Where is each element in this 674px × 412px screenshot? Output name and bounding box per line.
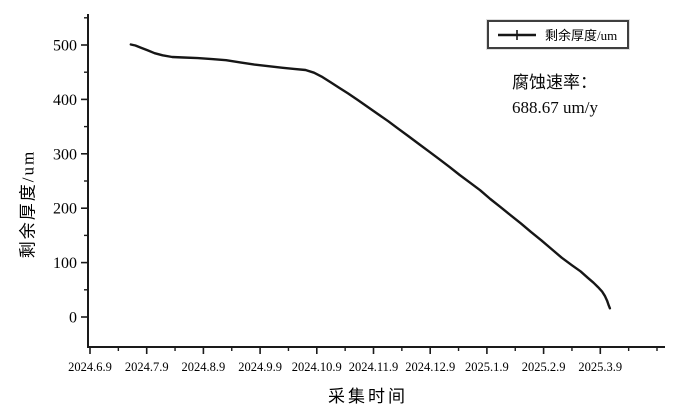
corrosion-rate-value: 688.67 um/y xyxy=(512,98,598,117)
legend-label: 剩余厚度/um xyxy=(545,28,618,43)
x-tick-label: 2025.3.9 xyxy=(578,360,622,374)
x-tick-label: 2024.12.9 xyxy=(405,360,455,374)
x-tick-label: 2024.11.9 xyxy=(349,360,399,374)
thickness-series-line xyxy=(129,43,612,310)
y-tick-label: 300 xyxy=(53,146,77,163)
y-tick-label: 400 xyxy=(53,92,77,109)
corrosion-rate-annotation: 腐蚀速率： 688.67 um/y xyxy=(512,70,598,120)
y-tick-label: 0 xyxy=(69,310,77,327)
legend: 剩余厚度/um xyxy=(487,20,630,49)
line-marker-sample-icon xyxy=(498,29,536,40)
y-tick-label: 500 xyxy=(53,38,77,55)
x-axis-title: 采集时间 xyxy=(328,387,408,406)
x-tick-label: 2024.8.9 xyxy=(182,360,226,374)
y-tick-label: 200 xyxy=(53,201,77,218)
x-tick-label: 2024.7.9 xyxy=(125,360,169,374)
x-tick-label: 2024.10.9 xyxy=(292,360,342,374)
y-axis-title: 剩余厚度/um xyxy=(18,149,38,259)
y-tick-label: 100 xyxy=(53,255,77,272)
x-tick-label: 2025.1.9 xyxy=(465,360,509,374)
x-tick-label: 2024.6.9 xyxy=(68,360,112,374)
corrosion-rate-caption: 腐蚀速率： xyxy=(512,73,597,92)
x-tick-label: 2025.2.9 xyxy=(522,360,566,374)
x-tick-label: 2024.9.9 xyxy=(238,360,282,374)
